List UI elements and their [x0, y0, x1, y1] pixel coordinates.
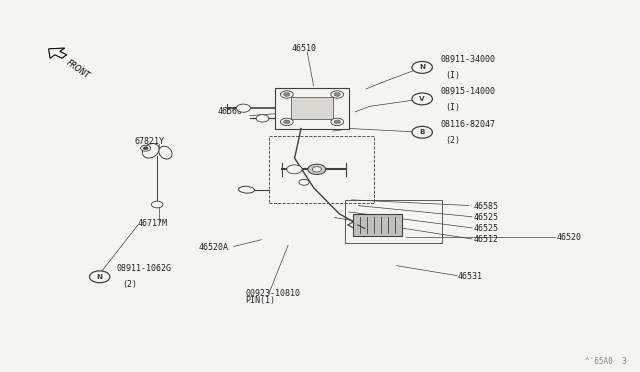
Circle shape	[280, 91, 293, 98]
Circle shape	[312, 167, 321, 172]
Circle shape	[334, 93, 340, 96]
Text: 46520: 46520	[556, 233, 581, 243]
Text: (2): (2)	[122, 280, 137, 289]
Circle shape	[412, 61, 433, 73]
Circle shape	[331, 91, 344, 98]
Circle shape	[284, 120, 290, 124]
Text: FRONT: FRONT	[65, 58, 91, 80]
Circle shape	[412, 126, 433, 138]
Circle shape	[152, 201, 163, 208]
Text: 46510: 46510	[291, 44, 316, 53]
Circle shape	[284, 93, 290, 96]
Circle shape	[90, 271, 110, 283]
Text: 46531: 46531	[458, 272, 483, 281]
Text: 46525: 46525	[473, 224, 499, 233]
Text: 08911-1062G: 08911-1062G	[117, 264, 172, 273]
Text: 46512: 46512	[473, 235, 499, 244]
Text: 08915-14000: 08915-14000	[440, 87, 495, 96]
Circle shape	[141, 145, 151, 151]
FancyBboxPatch shape	[275, 88, 349, 129]
Text: 46525: 46525	[473, 213, 499, 222]
Text: 46585: 46585	[473, 202, 499, 211]
Ellipse shape	[239, 186, 255, 193]
Text: 67821Y: 67821Y	[135, 137, 165, 146]
Text: N: N	[419, 64, 425, 70]
Circle shape	[331, 118, 344, 126]
Text: 46717M: 46717M	[138, 219, 168, 228]
Text: 08116-82047: 08116-82047	[440, 120, 495, 129]
Circle shape	[299, 179, 309, 185]
Circle shape	[412, 93, 433, 105]
Polygon shape	[49, 48, 67, 58]
Text: (I): (I)	[445, 103, 460, 112]
Text: V: V	[419, 96, 425, 102]
Circle shape	[256, 115, 269, 122]
Text: B: B	[419, 129, 425, 135]
Circle shape	[308, 164, 326, 174]
Text: 46520A: 46520A	[198, 243, 228, 251]
Text: ^'65A0  3: ^'65A0 3	[585, 357, 627, 366]
Ellipse shape	[159, 146, 172, 159]
Circle shape	[280, 118, 293, 126]
Text: (I): (I)	[445, 71, 460, 80]
Text: N: N	[97, 274, 102, 280]
Text: (2): (2)	[445, 136, 460, 145]
Text: 00923-10810: 00923-10810	[245, 289, 300, 298]
FancyBboxPatch shape	[353, 214, 402, 236]
FancyBboxPatch shape	[291, 97, 333, 119]
Ellipse shape	[142, 144, 159, 158]
Circle shape	[143, 147, 148, 150]
Circle shape	[287, 165, 302, 174]
Circle shape	[236, 104, 250, 112]
Circle shape	[334, 120, 340, 124]
Text: 46560: 46560	[218, 108, 243, 116]
Text: PIN(1): PIN(1)	[245, 296, 275, 305]
Text: 08911-34000: 08911-34000	[440, 55, 495, 64]
